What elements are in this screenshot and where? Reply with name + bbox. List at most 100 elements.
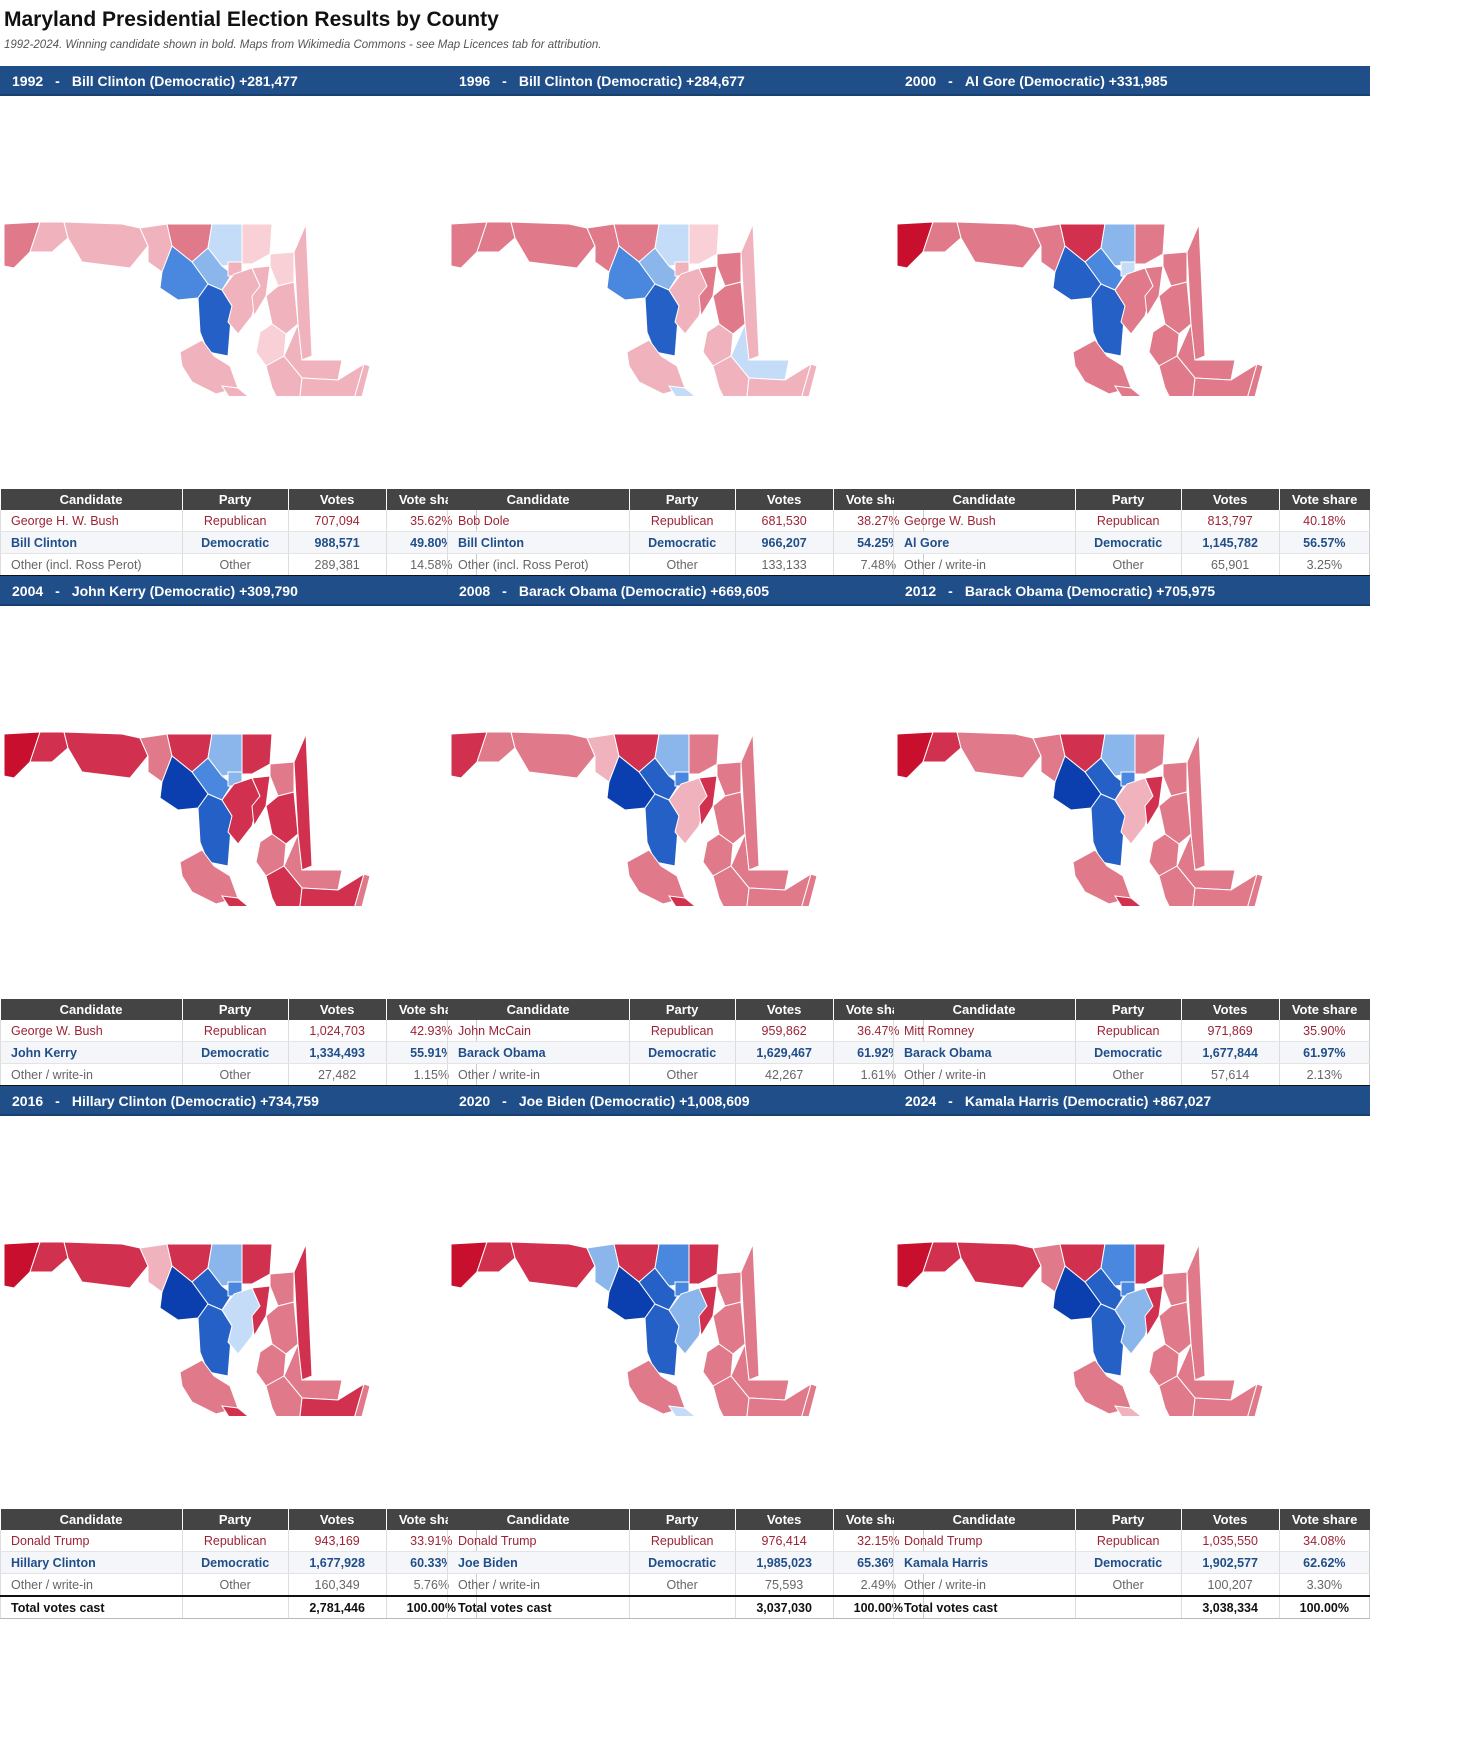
results-body: Donald Trump Republican 976,414 32.15% Joe B… [447,1530,925,1619]
share-cell: 34.08% [1279,1530,1371,1552]
election-panel-1996: 1996- Bill Clinton (Democratic) +284,677 … [447,66,925,606]
column-header: Votes [288,489,387,510]
county-shape [712,355,750,396]
other-row: Other (incl. Ross Perot) Other 289,381 14.5… [0,553,478,577]
election-year: 1996 [459,73,491,89]
share-cell: 40.18% [1279,510,1371,532]
county-shape [1114,895,1142,906]
party-cell: Other [629,1063,736,1087]
winner-label: Al Gore (Democratic) +331,985 [964,73,1168,89]
candidate-cell: Al Gore [893,531,1076,554]
party-cell: Other [182,553,289,577]
candidate-cell: Other / write-in [893,553,1076,577]
republican-row: George H. W. Bush Republican 707,094 35.62% [0,510,478,532]
other-row: Other / write-in Other 100,207 3.30% [893,1573,1371,1597]
column-header: Party [629,999,736,1020]
county-shape [801,1383,818,1416]
candidate-cell: Donald Trump [447,1530,630,1552]
party-cell: Democratic [182,1041,289,1064]
county-shape [63,731,149,779]
election-year: 1992 [12,73,44,89]
election-panel-2016: 2016- Hillary Clinton (Democratic) +734,7… [0,1086,478,1626]
other-row: Other (incl. Ross Perot) Other 133,133 7.48… [447,553,925,577]
total-row: Total votes cast 3,037,030 100.00% [447,1595,925,1619]
county-shape [1247,1383,1264,1416]
column-header: Party [1075,1509,1182,1530]
party-cell: Democratic [1075,531,1182,554]
county-shape [688,733,720,775]
county-shape [29,221,69,253]
votes-cell: 1,035,550 [1181,1530,1280,1552]
county-shape [221,385,249,396]
county-shape [1192,872,1258,906]
county-shape [476,221,516,253]
votes-cell: 1,334,493 [288,1041,387,1064]
county-map [896,731,1264,906]
party-cell: Democratic [629,531,736,554]
candidate-cell: Other / write-in [447,1063,630,1087]
column-header: Candidate [447,999,630,1020]
candidate-cell: George H. W. Bush [0,510,183,532]
democratic-row: Kamala Harris Democratic 1,902,577 62.62% [893,1551,1371,1574]
winner-label: Kamala Harris (Democratic) +867,027 [964,1093,1212,1109]
votes-cell: 976,414 [735,1530,834,1552]
county-shape [241,1243,273,1285]
party-cell: Other [1075,1063,1182,1087]
column-header: Candidate [0,489,183,510]
county-shape [668,777,708,845]
share-cell: 3.25% [1279,553,1371,577]
election-year: 2012 [905,583,937,599]
column-header: Votes [735,1509,834,1530]
democratic-row: John Kerry Democratic 1,334,493 55.91% [0,1041,478,1064]
results-header-row: Candidate Party Votes Vote share [893,1509,1370,1530]
votes-cell: 813,797 [1181,510,1280,532]
panel-header: 2020- Joe Biden (Democratic) +1,008,609 [447,1086,924,1116]
column-header: Party [182,1509,289,1530]
candidate-cell: George W. Bush [893,510,1076,532]
candidate-cell: Mitt Romney [893,1020,1076,1042]
county-shape [293,733,313,871]
democratic-row: Bill Clinton Democratic 966,207 54.25% [447,531,925,554]
election-year: 2008 [459,583,491,599]
candidate-cell: Joe Biden [447,1551,630,1574]
column-header: Candidate [893,999,1076,1020]
republican-row: John McCain Republican 959,862 36.47% [447,1020,925,1042]
candidate-cell: John McCain [447,1020,630,1042]
votes-cell: 1,629,467 [735,1041,834,1064]
county-shape [269,761,295,797]
votes-cell: 971,869 [1181,1020,1280,1042]
candidate-cell: Barack Obama [893,1041,1076,1064]
election-panel-2000: 2000- Al Gore (Democratic) +331,985 Candi… [893,66,1371,606]
votes-cell: 3,037,030 [735,1595,834,1619]
share-cell: 56.57% [1279,531,1371,554]
county-shape [956,221,1042,269]
candidate-cell: Other / write-in [893,1573,1076,1597]
county-map [3,221,371,396]
county-shape [668,1287,708,1355]
other-row: Other / write-in Other 160,349 5.76% [0,1573,478,1597]
column-header: Party [1075,489,1182,510]
party-cell: Democratic [1075,1041,1182,1064]
party-cell: Republican [1075,1020,1182,1042]
share-cell: 3.30% [1279,1573,1371,1597]
election-year: 2024 [905,1093,937,1109]
votes-cell: 27,482 [288,1063,387,1087]
county-shape [265,865,303,906]
votes-cell: 100,207 [1181,1573,1280,1597]
winner-label: Barack Obama (Democratic) +669,605 [518,583,770,599]
party-cell: Democratic [182,531,289,554]
column-header: Vote share [1279,489,1370,510]
party-cell [1075,1595,1182,1619]
county-shape [354,873,371,906]
county-shape [668,1405,696,1416]
county-map [896,1241,1264,1416]
column-header: Votes [735,489,834,510]
results-header-row: Candidate Party Votes Vote share [0,489,477,510]
panel-header: 2012- Barack Obama (Democratic) +705,975 [893,576,1370,606]
county-shape [922,1241,962,1273]
county-shape [510,221,596,269]
election-year: 2020 [459,1093,491,1109]
column-header: Votes [1181,489,1280,510]
party-cell: Other [182,1573,289,1597]
county-shape [716,761,742,797]
